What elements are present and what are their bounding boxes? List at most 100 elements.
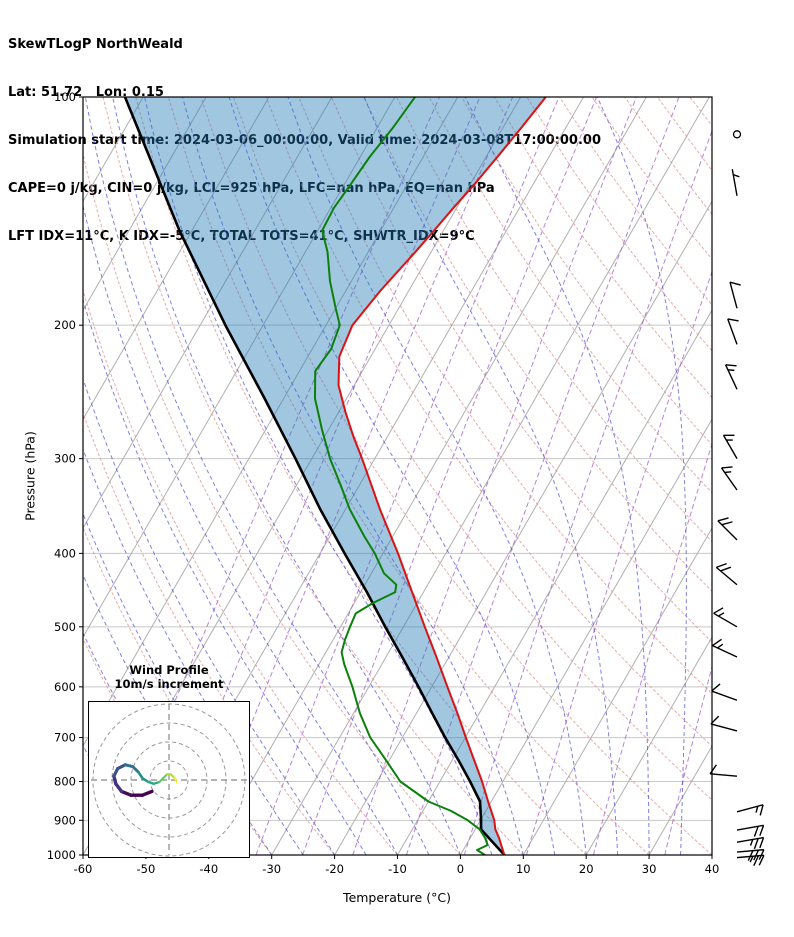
wind-barb <box>717 517 738 541</box>
dry-adiabat-line <box>428 97 712 494</box>
wind-barb <box>736 854 765 867</box>
dry-adiabat-line <box>167 97 650 855</box>
wind-barb <box>736 824 765 837</box>
dry-adiabat-line <box>591 97 712 260</box>
moist-adiabat-line <box>363 97 619 855</box>
isotherm-line <box>83 97 333 530</box>
hodograph-speed-ring <box>92 703 246 857</box>
temperature-axis: -60 -50 -40 -30 -20 -10 0 10 20 30 40 <box>74 855 720 876</box>
lat-lon-line: Lat: 51.72 Lon: 0.15 <box>8 85 164 100</box>
mixing-ratio-line <box>592 442 712 855</box>
wind-barb <box>712 638 738 658</box>
temperature-tick-label: -30 <box>262 862 281 876</box>
pressure-axis: 100 200 300 400 500 600 700 800 900 1000 <box>47 90 83 862</box>
dry-adiabat-line <box>83 151 461 855</box>
wind-barb <box>729 281 741 309</box>
temperature-tick-label: -10 <box>388 862 407 876</box>
hodograph-speed-ring <box>149 760 189 800</box>
hodograph-speed-ring <box>111 722 227 838</box>
isotherm-line <box>585 636 712 855</box>
hodograph-trace-segment <box>119 789 133 797</box>
wind-barb <box>727 318 739 345</box>
moist-adiabat-line <box>112 97 461 855</box>
temperature-tick-label: 20 <box>579 862 594 876</box>
pressure-tick-label: 300 <box>54 452 76 466</box>
parcel-temperature-shading <box>125 97 546 855</box>
dewpoint-line <box>314 97 489 855</box>
wind-barb <box>722 434 738 460</box>
hodograph-title-line1: Wind Profile <box>129 663 209 677</box>
moist-adiabat-line <box>596 97 687 855</box>
wind-barb <box>709 764 738 777</box>
dry-adiabat-line <box>265 97 712 747</box>
mixing-ratio-line <box>526 270 712 855</box>
isotherm-line <box>711 853 712 855</box>
temperature-line <box>337 97 547 855</box>
plot-area <box>0 97 794 855</box>
hodograph-speed-ring <box>130 741 208 819</box>
pressure-tick-label: 1000 <box>47 848 76 862</box>
temperature-tick-label: 30 <box>642 862 657 876</box>
isotherm-line <box>648 745 712 855</box>
hodograph-trace-segment <box>173 777 178 783</box>
wind-barb <box>736 848 765 861</box>
dry-adiabat-line <box>233 97 712 801</box>
temperature-tick-label: 40 <box>705 862 720 876</box>
pressure-tick-label: 700 <box>54 731 76 745</box>
pressure-tick-label: 200 <box>54 318 76 332</box>
moist-adiabat-line <box>83 297 367 855</box>
moist-adiabat-line <box>83 447 304 855</box>
temperature-tick-label: 10 <box>516 862 531 876</box>
dry-adiabat-line <box>363 97 712 593</box>
cape-cin-line: CAPE=0 j/kg, CIN=0 j/kg, LCL=925 hPa, LF… <box>8 181 495 196</box>
isotherm-line <box>397 309 712 855</box>
wind-barb <box>736 804 764 816</box>
wind-barb <box>724 364 738 390</box>
wind-barb <box>731 169 740 196</box>
wind-barb-column <box>709 130 765 867</box>
isotherm-line <box>83 97 396 639</box>
dry-adiabat-line <box>723 97 794 855</box>
hodograph-border <box>88 701 250 858</box>
pressure-tick-label: 900 <box>54 813 76 827</box>
moist-adiabat-line <box>83 377 336 855</box>
mixing-ratio-line <box>463 129 712 855</box>
isotherm-line <box>334 200 712 855</box>
moist-adiabat-line <box>287 97 587 855</box>
dry-adiabat-line <box>689 97 712 127</box>
temperature-tick-label: -60 <box>74 862 93 876</box>
temperature-tick-label: -50 <box>137 862 156 876</box>
figure-title: SkewTLogP NorthWeald <box>8 37 183 52</box>
pressure-tick-label: 100 <box>54 90 76 104</box>
moist-adiabat-line <box>83 203 398 855</box>
hodograph-trace-segment <box>140 789 154 797</box>
pressure-tick-label: 600 <box>54 680 76 694</box>
hodograph-title-line2: 10m/s increment <box>114 677 224 691</box>
mixing-ratio-line <box>352 97 637 855</box>
isotherm-line <box>83 97 207 312</box>
temperature-tick-label: 0 <box>457 862 464 876</box>
moist-adiabat-line <box>144 97 493 855</box>
moist-adiabat-line <box>464 97 650 855</box>
dry-adiabat-line <box>200 97 712 855</box>
hodograph-title: Wind Profile 10m/s increment <box>88 663 250 691</box>
dry-adiabat-line <box>330 97 712 643</box>
moist-adiabat-line <box>228 97 556 855</box>
parcel-line <box>123 97 506 855</box>
dry-adiabat-line <box>396 97 712 543</box>
mixing-ratio-line <box>405 97 680 855</box>
wind-barb <box>736 836 765 850</box>
dry-adiabat-line <box>298 97 712 695</box>
isotherm-line <box>522 527 712 855</box>
isotherm-line <box>83 97 270 421</box>
wind-barb <box>710 715 738 732</box>
dry-adiabat-line <box>559 97 712 306</box>
temperature-tick-label: -20 <box>325 862 344 876</box>
isotherm-line <box>0 97 17 855</box>
dry-adiabat-line <box>83 411 335 855</box>
hodograph-inset <box>88 701 250 858</box>
pressure-tick-label: 500 <box>54 620 76 634</box>
calm-wind-circle <box>732 130 742 139</box>
moist-adiabat-line <box>182 97 524 855</box>
